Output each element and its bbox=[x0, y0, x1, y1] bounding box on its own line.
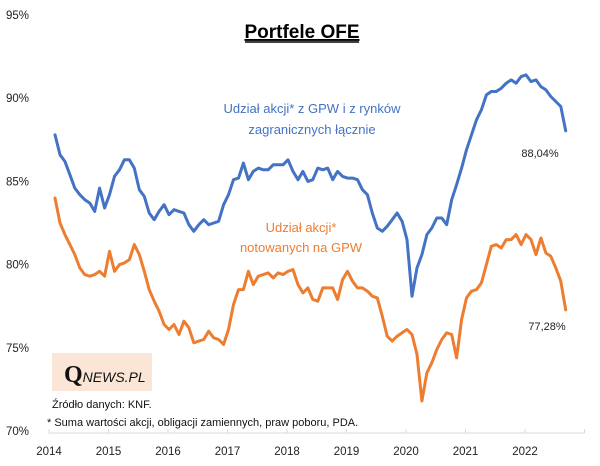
series-total-end-label: 88,04% bbox=[521, 148, 559, 160]
x-tick-label: 2017 bbox=[215, 446, 241, 458]
series-total-label-line1: Udział akcji* z GPW i z rynków bbox=[224, 101, 402, 116]
logo-text: NEWS.PL bbox=[83, 369, 146, 385]
logo-q: Q bbox=[64, 362, 83, 388]
x-tick-label: 2022 bbox=[512, 446, 538, 458]
x-tick-label: 2019 bbox=[334, 446, 360, 458]
series-gpw-label-line2: notowanych na GPW bbox=[240, 240, 363, 255]
y-tick-label: 80% bbox=[6, 260, 29, 272]
x-tick-label: 2018 bbox=[274, 446, 300, 458]
footnote: * Suma wartości akcji, obligacji zamienn… bbox=[47, 417, 358, 429]
x-tick-label: 2021 bbox=[453, 446, 479, 458]
series-gpw-end-label: 77,28% bbox=[528, 321, 566, 333]
logo: QNEWS.PL bbox=[64, 362, 146, 388]
chart-title: Portfele OFE bbox=[244, 22, 359, 43]
x-tick-label: 2014 bbox=[36, 446, 62, 458]
x-tick-label: 2015 bbox=[96, 446, 122, 458]
logo-background bbox=[52, 353, 152, 391]
y-tick-label: 70% bbox=[6, 426, 29, 438]
series-line-gpw bbox=[53, 196, 568, 403]
y-tick-label: 90% bbox=[6, 93, 29, 105]
y-axis: 70% 75% 80% 85% 90% 95% bbox=[6, 10, 29, 438]
x-axis: 2014 2015 2016 2017 2018 2019 2020 2021 2022 bbox=[36, 429, 585, 458]
series-line-total bbox=[53, 73, 568, 298]
y-tick-label: 75% bbox=[6, 343, 29, 355]
y-tick-label: 85% bbox=[6, 176, 29, 188]
x-tick-label: 2020 bbox=[393, 446, 419, 458]
series-gpw-label-line1: Udział akcji* bbox=[266, 220, 337, 235]
y-tick-label: 95% bbox=[6, 10, 29, 22]
x-tick-label: 2016 bbox=[155, 446, 181, 458]
source-note: Źródło danych: KNF. bbox=[52, 398, 152, 411]
series-total-label-line2: zagranicznych łącznie bbox=[248, 122, 375, 137]
